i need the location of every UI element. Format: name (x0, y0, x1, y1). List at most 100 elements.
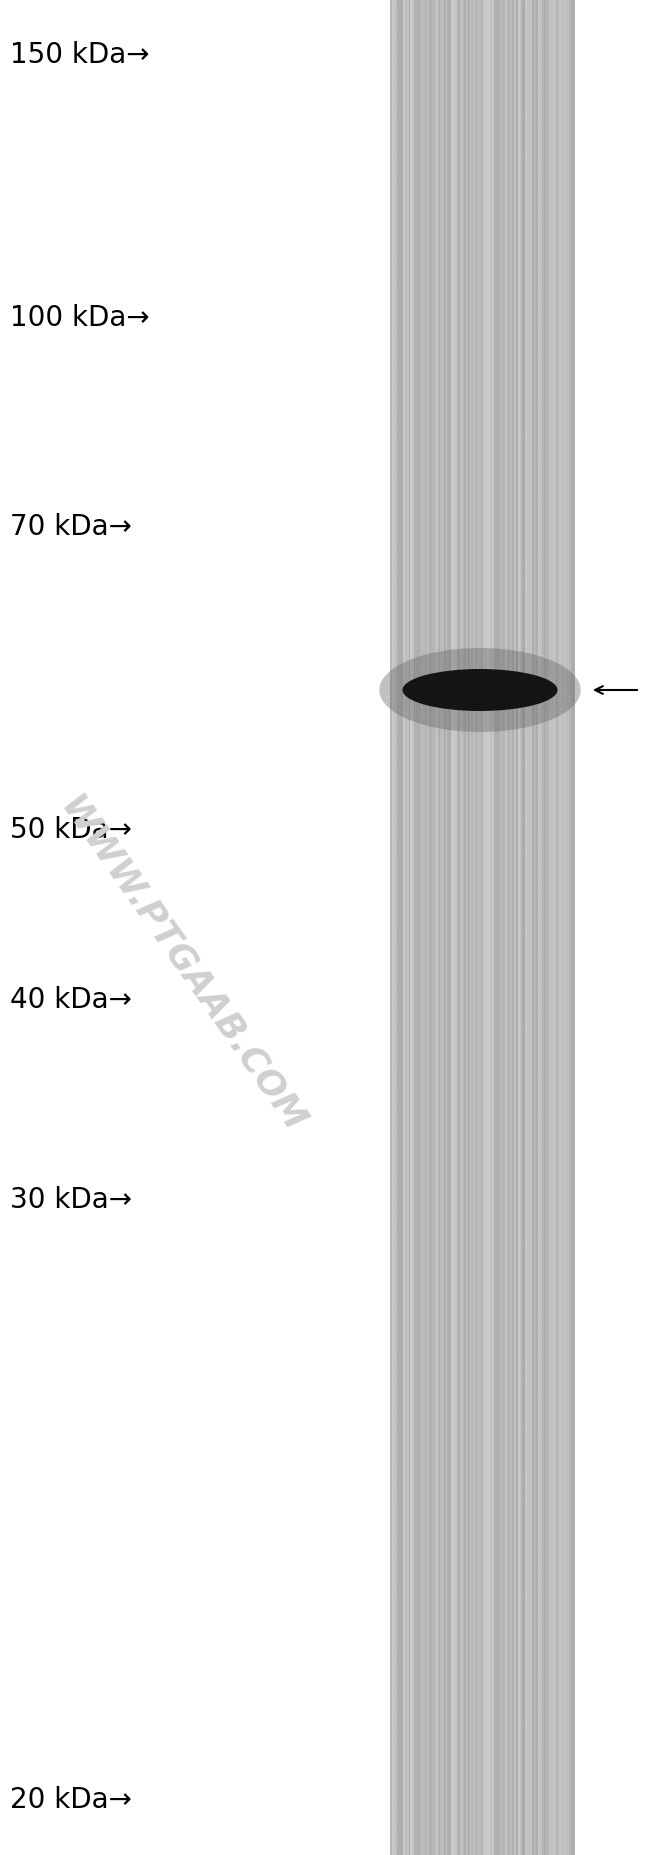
Bar (399, 0, 401, 1855)
Bar (444, 0, 445, 1855)
Text: WWW.PTGAAB.COM: WWW.PTGAAB.COM (53, 790, 311, 1139)
Bar (460, 0, 462, 1855)
Bar (390, 0, 392, 1855)
Bar (556, 0, 558, 1855)
Bar (497, 0, 499, 1855)
Text: 20 kDa→: 20 kDa→ (10, 1786, 132, 1814)
Bar (528, 0, 530, 1855)
Bar (538, 0, 540, 1855)
Bar (549, 0, 551, 1855)
Bar (420, 0, 421, 1855)
Bar (434, 0, 436, 1855)
Bar (418, 0, 420, 1855)
Bar (493, 0, 495, 1855)
Bar (560, 0, 562, 1855)
Bar (438, 0, 440, 1855)
Bar (503, 0, 504, 1855)
Bar (397, 0, 399, 1855)
Bar (431, 0, 432, 1855)
Bar (451, 0, 453, 1855)
Bar (477, 0, 479, 1855)
Bar (573, 0, 575, 1855)
Bar (449, 0, 451, 1855)
Bar (429, 0, 431, 1855)
Text: 30 kDa→: 30 kDa→ (10, 1185, 132, 1213)
Bar (462, 0, 464, 1855)
Bar (558, 0, 560, 1855)
Bar (453, 0, 455, 1855)
Bar (532, 0, 534, 1855)
Bar (471, 0, 473, 1855)
Bar (427, 0, 429, 1855)
Bar (521, 0, 523, 1855)
Bar (479, 0, 480, 1855)
Bar (408, 0, 410, 1855)
Bar (442, 0, 444, 1855)
Bar (390, 0, 575, 1855)
Bar (394, 0, 396, 1855)
Bar (412, 0, 414, 1855)
Text: 40 kDa→: 40 kDa→ (10, 987, 132, 1015)
Bar (480, 0, 482, 1855)
Bar (566, 0, 567, 1855)
Bar (517, 0, 519, 1855)
Ellipse shape (379, 647, 580, 733)
Text: 100 kDa→: 100 kDa→ (10, 304, 150, 332)
Text: 70 kDa→: 70 kDa→ (10, 514, 132, 542)
Bar (512, 0, 514, 1855)
Bar (514, 0, 516, 1855)
Bar (405, 0, 407, 1855)
Bar (466, 0, 468, 1855)
Bar (469, 0, 471, 1855)
Bar (407, 0, 408, 1855)
Bar (468, 0, 469, 1855)
Bar (554, 0, 556, 1855)
Bar (410, 0, 412, 1855)
Bar (567, 0, 569, 1855)
Bar (484, 0, 486, 1855)
Bar (482, 0, 484, 1855)
Text: 150 kDa→: 150 kDa→ (10, 41, 150, 69)
Bar (547, 0, 549, 1855)
Bar (552, 0, 554, 1855)
Bar (541, 0, 543, 1855)
Bar (492, 0, 493, 1855)
Bar (506, 0, 508, 1855)
Bar (488, 0, 490, 1855)
Bar (455, 0, 456, 1855)
Bar (525, 0, 527, 1855)
Bar (403, 0, 405, 1855)
Bar (445, 0, 447, 1855)
Bar (523, 0, 525, 1855)
Bar (464, 0, 466, 1855)
Bar (527, 0, 528, 1855)
Bar (534, 0, 536, 1855)
Bar (564, 0, 566, 1855)
Bar (495, 0, 497, 1855)
Bar (551, 0, 552, 1855)
Bar (571, 0, 573, 1855)
Bar (396, 0, 397, 1855)
Bar (447, 0, 449, 1855)
Bar (486, 0, 488, 1855)
Bar (432, 0, 434, 1855)
Bar (536, 0, 538, 1855)
Bar (414, 0, 416, 1855)
Bar (510, 0, 512, 1855)
Ellipse shape (402, 670, 558, 710)
Bar (475, 0, 477, 1855)
Bar (499, 0, 501, 1855)
Bar (392, 0, 394, 1855)
Bar (490, 0, 492, 1855)
Bar (425, 0, 427, 1855)
Bar (508, 0, 510, 1855)
Text: 50 kDa→: 50 kDa→ (10, 816, 132, 844)
Bar (569, 0, 571, 1855)
Bar (421, 0, 423, 1855)
Bar (436, 0, 438, 1855)
Bar (530, 0, 532, 1855)
Bar (504, 0, 506, 1855)
Bar (423, 0, 425, 1855)
Bar (543, 0, 545, 1855)
Bar (458, 0, 460, 1855)
